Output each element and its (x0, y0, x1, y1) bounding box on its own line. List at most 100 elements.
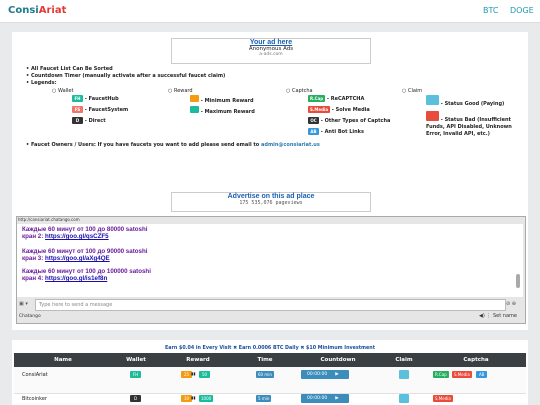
column-header[interactable]: Wallet (126, 357, 146, 363)
msg-text: Каждые 60 минут от 100 до 90000 satoshi (22, 248, 148, 255)
separator: ▮▮ (191, 395, 196, 400)
badge: 10 (181, 395, 192, 402)
note-text: Legends: (30, 80, 57, 86)
separator: ▮▮ (191, 371, 196, 376)
note-text: Countdown Timer (manually activate after… (30, 73, 226, 79)
set-name[interactable]: Set name (492, 313, 517, 319)
note: • Legends: (26, 80, 57, 86)
logo[interactable]: ConsiAriat (8, 5, 66, 16)
legend-title-text: Wallet (57, 88, 74, 94)
chat-icons[interactable]: ⊘ ⊕ (506, 301, 516, 307)
badge: D (72, 117, 83, 124)
legend-item: - Maximum Reward (190, 106, 255, 115)
legend-text: - Solve Media (331, 107, 370, 113)
ad-box[interactable]: Advertise on this ad place 175 535,076 p… (171, 192, 371, 212)
badge (190, 95, 199, 102)
legend-text: - Direct (84, 118, 106, 124)
logo-b: Ariat (38, 5, 67, 16)
column-header[interactable]: Countdown (320, 357, 356, 363)
legend-text: - Status Good (Paying) (440, 101, 505, 107)
countdown-button[interactable]: 00:00:00 ▶ (301, 370, 349, 379)
badge: OC (308, 117, 319, 124)
promo[interactable]: Earn $0.04 in Every Visit ✖ Earn 0.0006 … (165, 346, 375, 351)
legend-text: - Anti Bot Links (320, 129, 364, 135)
msg-label: кран 3: (22, 255, 44, 262)
legend-item: OC - Other Types of Captcha (308, 117, 390, 124)
countdown-button[interactable]: 00:00:00 ▶ (301, 394, 349, 403)
badge: R.Cap (433, 371, 449, 378)
column-header[interactable]: Captcha (463, 357, 489, 363)
note-text: All Faucet List Can Be Sorted (30, 66, 113, 72)
msg-link[interactable]: https://goo.gl/aXg4QE (45, 255, 110, 262)
msg-label: кран 4: (22, 275, 44, 282)
msg-link[interactable]: https://goo.gl/is1ef8n (45, 275, 108, 282)
chat-brand[interactable]: Chatango (19, 314, 41, 319)
legend-title-text: Claim (407, 88, 423, 94)
badge: AB (308, 128, 319, 135)
email-link[interactable]: admin@consiariat.us (260, 142, 320, 148)
chat-message: Каждые 60 минут от 100 до 100000 satoshi… (22, 268, 151, 282)
nav-link[interactable]: BTC (483, 6, 499, 15)
legend-item: AB - Anti Bot Links (308, 128, 364, 135)
badge: FH (130, 371, 141, 378)
nav-link[interactable]: DOGE (510, 6, 534, 15)
badge: AB (476, 371, 488, 378)
chat-message: Каждые 60 минут от 100 до 80000 satoshi к… (22, 226, 147, 240)
column-header[interactable]: Claim (395, 357, 413, 363)
chat-input[interactable]: Type here to send a message (35, 299, 506, 311)
legend-item: - Status Bad (Insufficient Funds, API Di… (426, 111, 518, 138)
badge: D (130, 395, 141, 402)
column-header[interactable]: Reward (186, 357, 210, 363)
badge: S.Media (452, 371, 472, 378)
faucet-name[interactable]: Bitcoinker (22, 396, 47, 402)
ad-stats: 175 535,076 pageviews (239, 200, 303, 206)
legend-title-text: Reward (173, 88, 193, 94)
legend-text: - Other Types of Captcha (320, 118, 391, 124)
legend-item: D - Direct (72, 117, 106, 124)
emoji-icon[interactable]: ▣ ▾ (19, 301, 28, 307)
legend-text: - FaucetHub (84, 96, 119, 102)
ad-url: a-ads.com (259, 52, 283, 57)
msg-link[interactable]: https://goo.gl/qsCZF5 (45, 233, 109, 240)
badge: R.Cap (308, 95, 326, 102)
ad-subtitle: Anonymous Ads (248, 46, 294, 52)
countdown: 00:00:00 (307, 372, 328, 377)
chat-url[interactable]: http://consiariat.chatango.com (18, 217, 80, 222)
legend-text: - ReCAPTCHA (326, 96, 365, 102)
table-header (14, 353, 526, 367)
owners-note: • Faucet Owners / Users: If you have fau… (26, 142, 320, 148)
badge: FS (72, 106, 83, 113)
badge: S.Media (308, 106, 331, 113)
legend-title: ○ Wallet (52, 88, 74, 94)
legend-title-text: Captcha (291, 88, 313, 94)
column-header[interactable]: Name (54, 357, 72, 363)
badge: 25 (181, 371, 192, 378)
legend-item: FH - FaucetHub (72, 95, 119, 102)
play-icon: ▶ (335, 396, 339, 401)
legend-item: R.Cap - ReCAPTCHA (308, 95, 364, 102)
badge (426, 111, 439, 121)
faucet-name[interactable]: ConsiAriat (22, 372, 48, 378)
legend-item: - Status Good (Paying) (426, 95, 504, 107)
scrollbar[interactable] (516, 274, 520, 288)
chat-message: Каждые 60 минут от 100 до 90000 satoshi к… (22, 248, 147, 262)
owners-text: Faucet Owners / Users: If you have fauce… (30, 142, 260, 148)
chat-controls[interactable]: ◀) ⋮ Set name (479, 313, 517, 319)
ad-title: Your ad here (249, 39, 293, 46)
legend-title: ○ Claim (402, 88, 423, 94)
note: • Countdown Timer (manually activate aft… (26, 73, 226, 79)
claim-button[interactable] (399, 394, 409, 403)
msg-label: кран 2: (22, 233, 44, 240)
claim-button[interactable] (399, 370, 409, 379)
ad-box[interactable]: Your ad here Anonymous Ads a-ads.com (171, 38, 371, 64)
badge: 60 min (256, 371, 274, 378)
badge: S.Media (433, 395, 453, 402)
legend-text: - FaucetSystem (84, 107, 129, 113)
ad-title: Advertise on this ad place (227, 193, 315, 200)
logo-a: Consi (8, 5, 39, 16)
badge: 1000 (199, 395, 214, 402)
legend-text: - Minimum Reward (200, 98, 254, 104)
legend-title: ○ Reward (168, 88, 193, 94)
column-header[interactable]: Time (257, 357, 273, 363)
countdown: 00:00:00 (307, 396, 328, 401)
